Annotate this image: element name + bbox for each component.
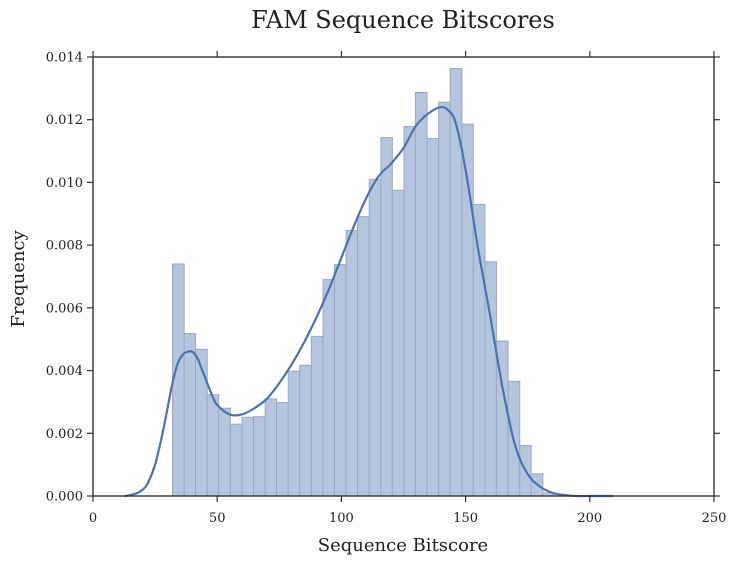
histogram-bar-7 <box>252 416 266 497</box>
y-tick-label-3: 0.006 <box>46 301 83 316</box>
y-tick-label-1: 0.002 <box>46 427 83 442</box>
x-axis-ticks: 0 50 100 150 200 250 <box>89 51 727 526</box>
histogram-bar-1 <box>183 333 197 497</box>
histogram-bar-9 <box>276 402 289 497</box>
plot-frame <box>92 56 715 497</box>
histogram-bar-20 <box>403 126 416 497</box>
histogram-bar-17 <box>368 178 382 497</box>
histogram-bars <box>171 68 555 497</box>
histogram-bar-16 <box>357 216 370 497</box>
x-tick-label-2: 100 <box>329 511 354 526</box>
plot-border <box>92 56 715 497</box>
histogram-bar-21 <box>414 91 428 497</box>
histogram-bar-5 <box>229 423 243 497</box>
histogram-bar-3 <box>206 394 220 497</box>
y-tick-label-4: 0.008 <box>46 239 83 254</box>
histogram-bar-18 <box>380 137 393 497</box>
y-tick-label-2: 0.004 <box>46 364 83 379</box>
histogram-bar-4 <box>218 407 231 497</box>
kde-curve-layer <box>124 105 614 498</box>
kde-line <box>124 105 614 498</box>
histogram-bar-6 <box>241 416 254 497</box>
x-tick-label-5: 250 <box>702 511 727 526</box>
y-tick-label-6: 0.012 <box>46 113 83 128</box>
histogram-bar-22 <box>426 138 440 497</box>
histogram-bar-12 <box>310 335 324 497</box>
histogram-bar-13 <box>322 279 335 497</box>
histogram-bar-19 <box>391 189 405 497</box>
x-tick-label-3: 150 <box>453 511 478 526</box>
histogram-bar-26 <box>472 203 486 497</box>
histogram-bar-23 <box>438 101 451 497</box>
chart-title: FAM Sequence Bitscores <box>251 6 555 34</box>
histogram-bar-14 <box>333 264 347 497</box>
histogram-bar-24 <box>449 68 463 497</box>
histogram-bar-10 <box>287 370 301 497</box>
histogram-bar-11 <box>299 364 312 497</box>
y-tick-label-0: 0.000 <box>46 490 83 505</box>
y-axis-label: Frequency <box>8 229 29 327</box>
x-tick-label-0: 0 <box>89 511 97 526</box>
x-tick-label-1: 50 <box>209 511 226 526</box>
x-axis-label: Sequence Bitscore <box>318 535 488 556</box>
histogram-bar-8 <box>264 398 278 497</box>
y-tick-label-7: 0.014 <box>46 51 83 66</box>
y-tick-label-5: 0.010 <box>46 176 83 191</box>
histogram-bar-15 <box>345 229 359 497</box>
y-axis-ticks: 0.000 0.002 0.004 0.006 0.008 0.010 0.012 0.014 <box>46 51 720 505</box>
x-tick-label-4: 200 <box>577 511 602 526</box>
